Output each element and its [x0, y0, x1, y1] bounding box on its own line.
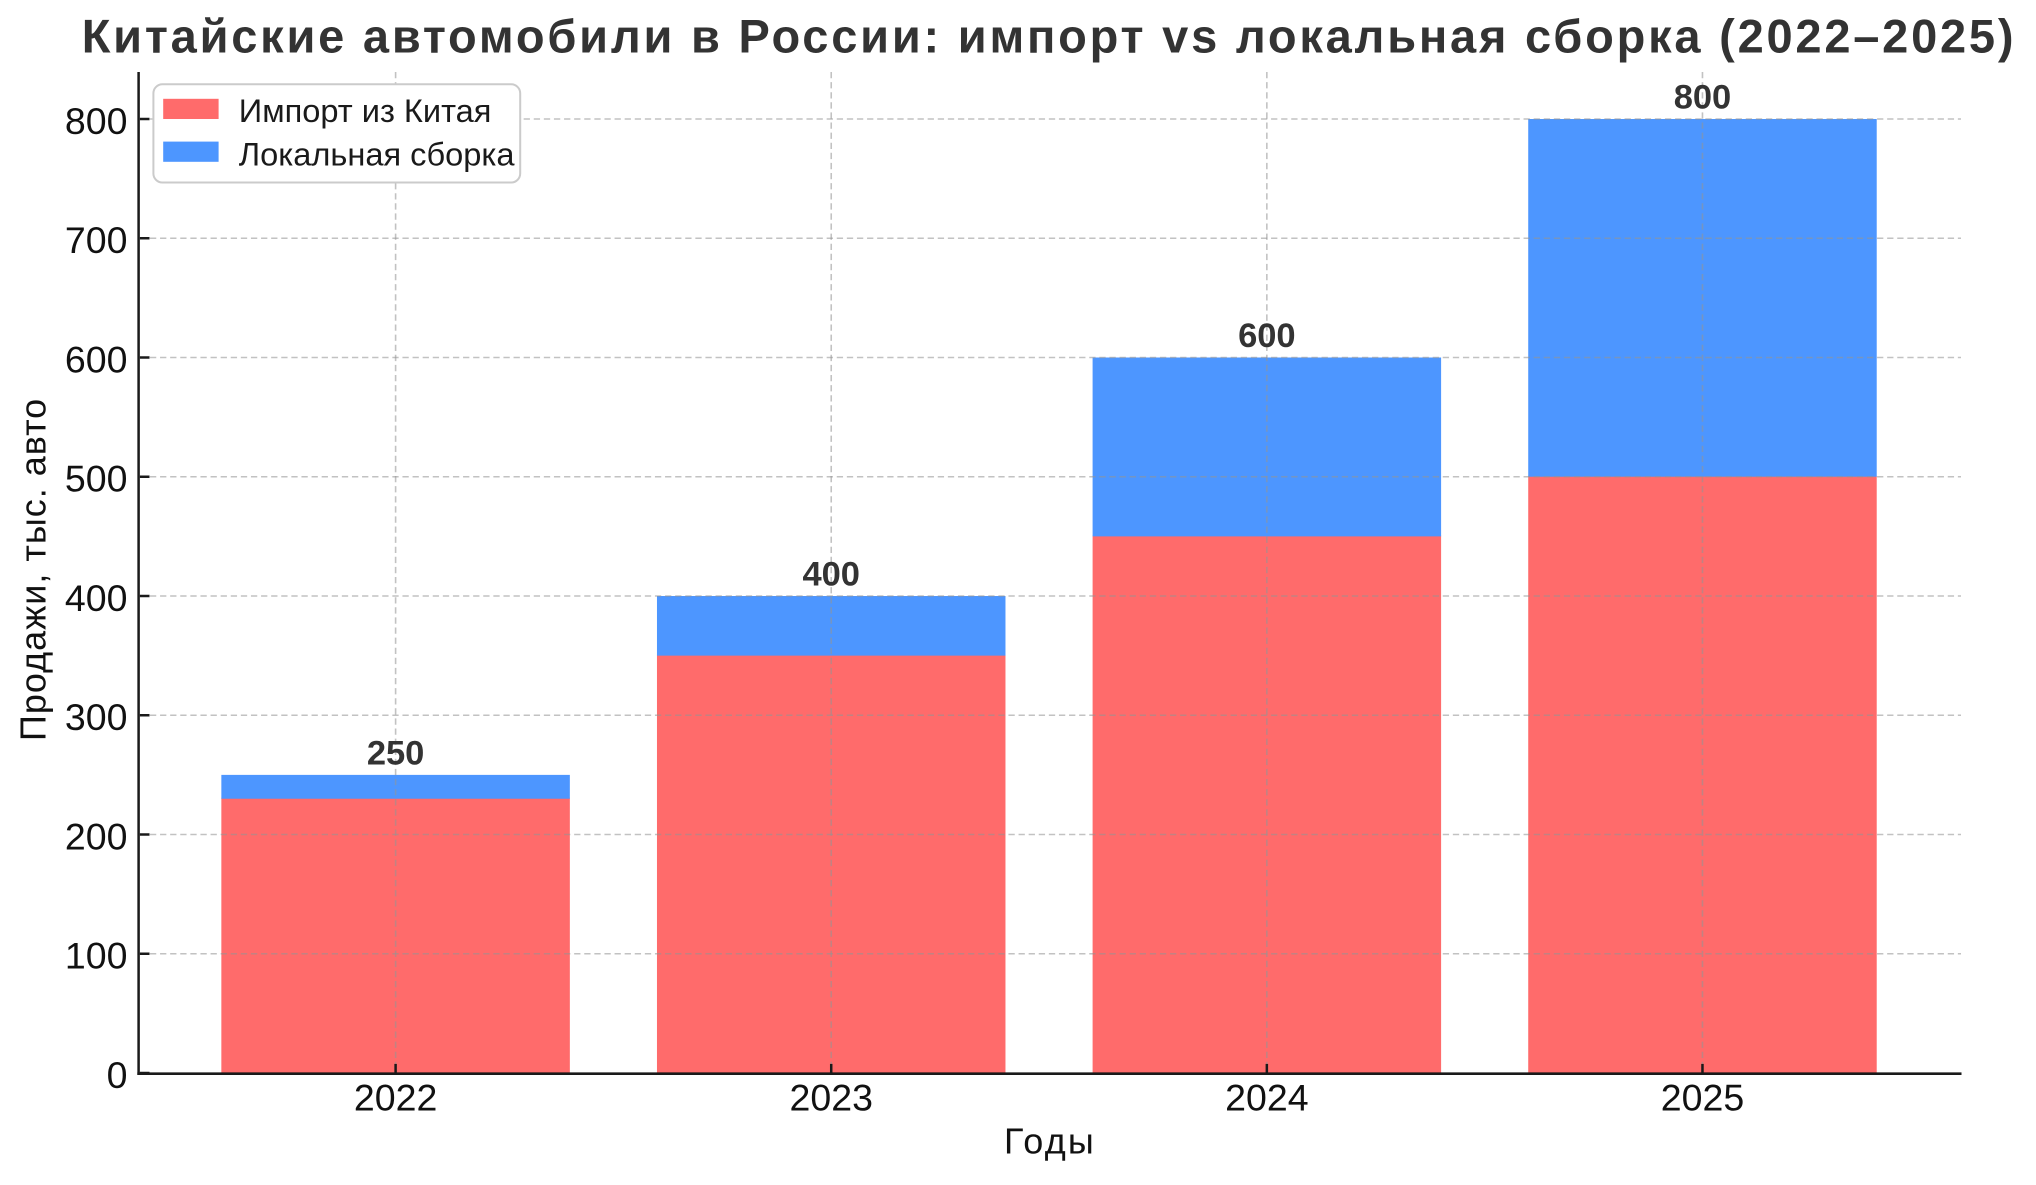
svg-text:400: 400	[65, 577, 128, 619]
svg-text:2022: 2022	[354, 1076, 437, 1118]
svg-text:600: 600	[1238, 317, 1296, 355]
svg-text:100: 100	[65, 935, 128, 977]
svg-text:2025: 2025	[1661, 1076, 1744, 1118]
svg-text:300: 300	[65, 696, 128, 738]
svg-text:200: 200	[65, 815, 128, 857]
svg-text:600: 600	[65, 338, 128, 380]
svg-text:2023: 2023	[790, 1076, 873, 1118]
svg-text:Годы: Годы	[1004, 1121, 1096, 1162]
svg-text:Локальная сборка: Локальная сборка	[239, 136, 516, 173]
svg-text:Импорт из Китая: Импорт из Китая	[239, 92, 492, 129]
svg-text:800: 800	[65, 100, 128, 142]
svg-text:400: 400	[802, 556, 860, 594]
svg-text:800: 800	[1674, 79, 1732, 117]
svg-text:250: 250	[367, 734, 425, 772]
svg-text:2024: 2024	[1225, 1076, 1308, 1118]
svg-text:0: 0	[107, 1054, 128, 1096]
svg-text:Продажи, тыс. авто: Продажи, тыс. авто	[13, 398, 54, 741]
svg-text:700: 700	[65, 219, 128, 261]
svg-text:Китайские автомобили в России:: Китайские автомобили в России: импорт vs…	[82, 10, 2017, 63]
svg-text:500: 500	[65, 458, 128, 500]
